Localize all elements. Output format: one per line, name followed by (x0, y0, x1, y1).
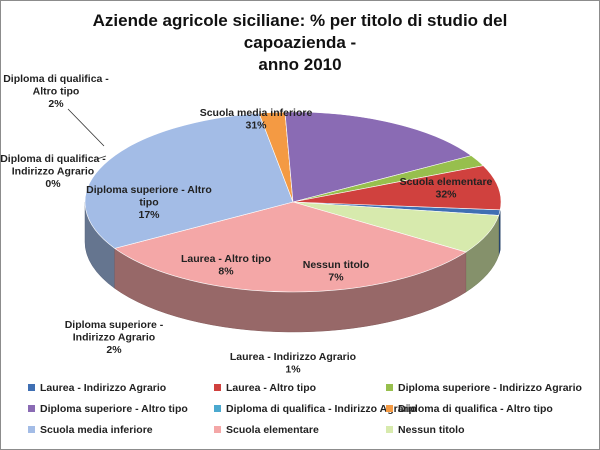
leader-line-qualifica_altro (67, 108, 105, 147)
data-label-diploma_sup_agrario: 2% (106, 344, 122, 356)
legend-label-elementare: Scuola elementare (226, 423, 319, 436)
data-label-qualifica_agrario: 0% (45, 178, 61, 190)
legend-label-diploma_sup_agrario: Diploma superiore - Indirizzo Agrario (398, 381, 582, 394)
legend-swatch-laurea_altro (214, 384, 221, 391)
pie-slice-diploma_sup_altro (284, 111, 472, 203)
data-label-qualifica_altro: 2% (48, 98, 64, 110)
data-label-diploma_sup_altro: 17% (138, 209, 160, 221)
slice-label-diploma_sup_agrario: Diploma superiore - (65, 319, 164, 331)
pie-tops (84, 111, 502, 293)
slice-label-laurea_agrario: Laurea - Indirizzo Agrario (230, 351, 356, 363)
legend-item-elementare: Scuola elementare (214, 423, 386, 436)
data-label-nessun_titolo: 7% (328, 272, 344, 284)
slice-label-elementare: Scuola elementare (400, 176, 493, 188)
pie-slice-laurea_altro (292, 165, 502, 211)
slice-label-qualifica_agrario: Diploma di qualifica - (0, 153, 106, 165)
legend-swatch-qualifica_agrario (214, 405, 221, 412)
legend-swatch-media_inferiore (28, 426, 35, 433)
slice-label-qualifica_altro: Altro tipo (33, 86, 80, 98)
data-label-media_inferiore: 31% (245, 120, 267, 132)
legend-item-diploma_sup_agrario: Diploma superiore - Indirizzo Agrario (386, 381, 582, 394)
legend-label-nessun_titolo: Nessun titolo (398, 423, 465, 436)
chart-title: Aziende agricole siciliane: % per titolo… (40, 10, 560, 76)
legend-label-diploma_sup_altro: Diploma superiore - Altro tipo (40, 402, 188, 415)
legend-item-diploma_sup_altro: Diploma superiore - Altro tipo (28, 402, 214, 415)
slice-label-diploma_sup_agrario: Indirizzo Agrario (73, 332, 155, 344)
pie-slice-media_inferiore (84, 112, 294, 249)
legend-item-nessun_titolo: Nessun titolo (386, 423, 576, 436)
slice-label-nessun_titolo: Nessun titolo (303, 259, 370, 271)
legend-label-laurea_altro: Laurea - Altro tipo (226, 381, 317, 394)
chart-title-line-1: Aziende agricole siciliane: % per titolo… (92, 11, 508, 52)
data-label-elementare: 32% (435, 189, 457, 201)
slice-label-qualifica_agrario: Indirizzo Agrario (12, 166, 94, 178)
chart-legend: Laurea - Indirizzo Agrario Laurea - Altro… (28, 381, 582, 436)
pie-slice-elementare (114, 201, 467, 293)
legend-label-qualifica_agrario: Diploma di qualifica - Indirizzo Agrario (226, 402, 417, 415)
legend-item-media_inferiore: Scuola media inferiore (28, 423, 214, 436)
legend-swatch-diploma_sup_altro (28, 405, 35, 412)
legend-item-laurea_agrario: Laurea - Indirizzo Agrario (28, 381, 214, 394)
legend-swatch-diploma_sup_agrario (386, 384, 393, 391)
data-label-laurea_altro: 8% (218, 266, 234, 278)
legend-label-laurea_agrario: Laurea - Indirizzo Agrario (40, 381, 167, 394)
legend-swatch-nessun_titolo (386, 426, 393, 433)
slice-label-diploma_sup_altro: tipo (139, 197, 158, 209)
legend-swatch-elementare (214, 426, 221, 433)
legend-label-qualifica_altro: Diploma di qualifica - Altro tipo (398, 402, 553, 415)
slice-label-qualifica_altro: Diploma di qualifica - (3, 73, 109, 85)
legend-item-qualifica_agrario: Diploma di qualifica - Indirizzo Agrario (214, 402, 417, 415)
legend-item-laurea_altro: Laurea - Altro tipo (214, 381, 386, 394)
slice-label-media_inferiore: Scuola media inferiore (200, 107, 313, 119)
chart-title-line-2: anno 2010 (258, 55, 342, 74)
legend-label-media_inferiore: Scuola media inferiore (40, 423, 153, 436)
legend-swatch-laurea_agrario (28, 384, 35, 391)
legend-swatch-qualifica_altro (386, 405, 393, 412)
legend-item-qualifica_altro: Diploma di qualifica - Altro tipo (386, 402, 576, 415)
slice-label-laurea_altro: Laurea - Altro tipo (181, 253, 271, 265)
leader-line-qualifica_agrario (96, 155, 107, 160)
slice-label-diploma_sup_altro: Diploma superiore - Altro (86, 184, 212, 196)
data-label-laurea_agrario: 1% (285, 364, 301, 376)
